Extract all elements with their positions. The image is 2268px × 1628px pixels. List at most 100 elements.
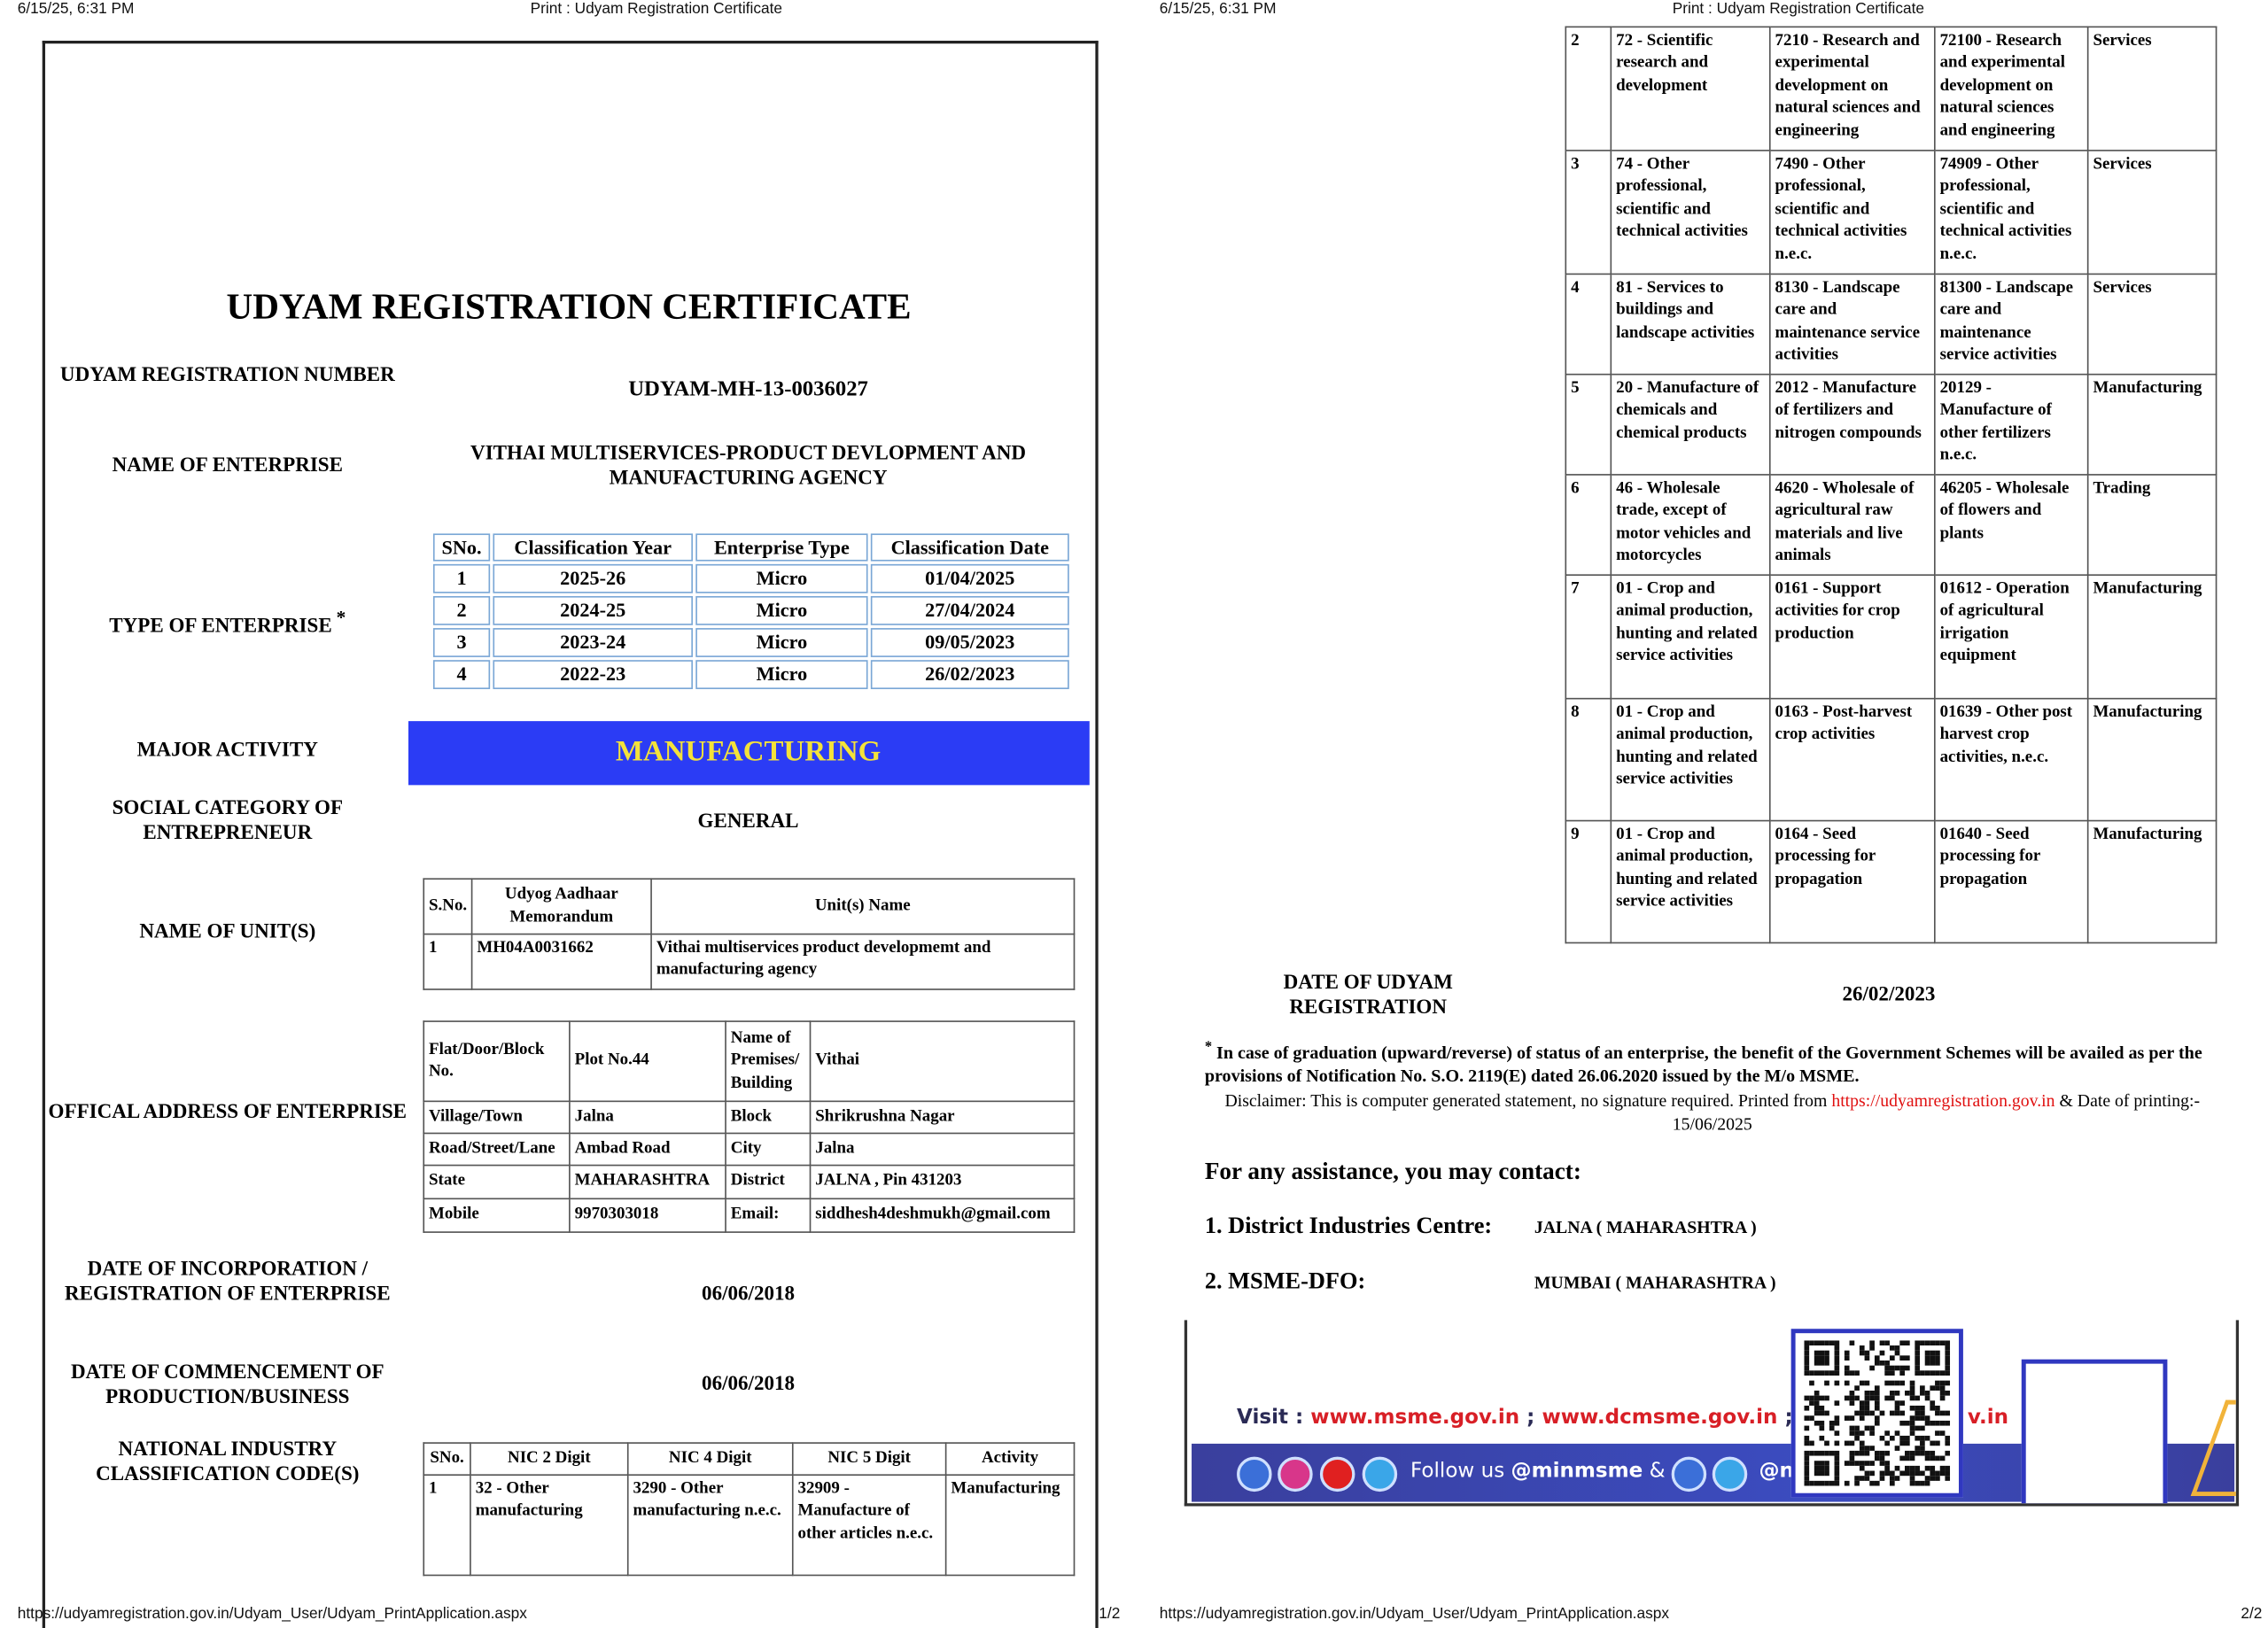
nic-table-continued-cell: 01 - Crop and animal production, hunting… bbox=[1610, 574, 1771, 700]
address-table-cell: Village/Town bbox=[423, 1100, 571, 1135]
nic-table-continued-cell: 74909 - Other professional, scientific a… bbox=[1933, 150, 2089, 275]
address-table-cell: Jalna bbox=[809, 1132, 1076, 1167]
nic-table-continued-cell: 20 - Manufacture of chemicals and chemic… bbox=[1610, 373, 1771, 476]
address-table-cell: MAHARASHTRA bbox=[569, 1164, 726, 1200]
classification-table-cell: Classification Date bbox=[870, 533, 1069, 562]
address-table-cell: Block bbox=[725, 1100, 812, 1135]
registration-number-value: UDYAM-MH-13-0036027 bbox=[628, 377, 868, 402]
nic-table-continued-row: 5 20 - Manufacture of chemicals and chemi… bbox=[1565, 373, 2218, 476]
nic-table-continued-cell: 4 bbox=[1565, 273, 1612, 376]
classification-table-row: 2 2024-25 Micro 27/04/2024 bbox=[432, 595, 1069, 625]
classification-table-row: 4 2022-23 Micro 26/02/2023 bbox=[432, 660, 1069, 690]
nic-table-continued-cell: 72100 - Research and experimental develo… bbox=[1933, 26, 2089, 151]
nic-table-cell: 32909 - Manufacture of other articles n.… bbox=[791, 1474, 947, 1577]
nic-table-continued-cell: 5 bbox=[1565, 373, 1612, 476]
nic-table-continued-cell: 4620 - Wholesale of agricultural raw mat… bbox=[1768, 474, 1936, 576]
nic-table-continued-cell: Manufacturing bbox=[2086, 819, 2218, 944]
visit-end: v.in bbox=[1967, 1406, 2009, 1430]
disclaimer: Disclaimer: This is computer generated s… bbox=[1202, 1090, 2223, 1136]
classification-table-cell: 1 bbox=[432, 563, 491, 593]
nic-table: SNo. NIC 2 Digit NIC 4 Digit NIC 5 Digit Act… bbox=[423, 1442, 1076, 1577]
disclaimer-text: Disclaimer: This is computer generated s… bbox=[1224, 1090, 1828, 1112]
social-icon bbox=[1712, 1456, 1748, 1492]
classification-table-cell: 26/02/2023 bbox=[870, 660, 1069, 690]
units-table-cell: MH04A0031662 bbox=[470, 933, 652, 990]
classification-table-cell: Micro bbox=[695, 628, 868, 657]
classification-table-cell: Micro bbox=[695, 563, 868, 593]
nic-label: NATIONAL INDUSTRY CLASSIFICATION CODE(S) bbox=[96, 1438, 360, 1485]
nic-table-continued-cell: 81300 - Landscape care and maintenance s… bbox=[1933, 273, 2089, 376]
address-table-cell: Plot No.44 bbox=[569, 1020, 726, 1103]
enterprise-name-value: VITHAI MULTISERVICES-PRODUCT DEVLOPMENT … bbox=[470, 443, 1027, 490]
nic-table-continued-cell: 7490 - Other professional, scientific an… bbox=[1768, 150, 1936, 275]
nic-table-continued-cell: 7 bbox=[1565, 574, 1612, 700]
nic-table-cell: 32 - Other manufacturing bbox=[470, 1474, 629, 1577]
nic-table-cell: Activity bbox=[944, 1442, 1076, 1477]
follow-line: Follow us @minmsme & bbox=[1410, 1460, 1666, 1483]
nic-table-row: SNo. NIC 2 Digit NIC 4 Digit NIC 5 Digit Act… bbox=[423, 1442, 1076, 1477]
follow-text: Follow us bbox=[1410, 1459, 1505, 1484]
major-activity-band bbox=[408, 721, 1090, 786]
nic-table-continued-cell: 81 - Services to buildings and landscape… bbox=[1610, 273, 1771, 376]
address-label: OFFICAL ADDRESS OF ENTERPRISE bbox=[48, 1102, 408, 1124]
units-table-row: S.No. Udyog Aadhaar Memorandum Unit(s) Nam… bbox=[423, 878, 1076, 935]
units-table-cell: S.No. bbox=[423, 878, 473, 935]
commencement-date-value: 06/06/2018 bbox=[702, 1374, 796, 1396]
classification-table-cell: 2025-26 bbox=[493, 563, 693, 593]
address-table: Flat/Door/Block No. Plot No.44 Name of Pre… bbox=[423, 1020, 1076, 1233]
certificate-title: UDYAM REGISTRATION CERTIFICATE bbox=[226, 287, 912, 328]
social-icon bbox=[1278, 1456, 1313, 1492]
units-table-cell: 1 bbox=[423, 933, 473, 990]
nic-table-continued-cell: 0161 - Support activities for crop produ… bbox=[1768, 574, 1936, 700]
nic-table-continued-cell: 2012 - Manufacture of fertilizers and ni… bbox=[1768, 373, 1936, 476]
classification-table-cell: SNo. bbox=[432, 533, 491, 562]
nic-table-continued-cell: 74 - Other professional, scientific and … bbox=[1610, 150, 1771, 275]
nic-table-continued-cell: 6 bbox=[1565, 474, 1612, 576]
nic-table-continued-row: 8 01 - Crop and animal production, huntin… bbox=[1565, 697, 2218, 822]
nic-table-continued-row: 4 81 - Services to buildings and landscap… bbox=[1565, 273, 2218, 376]
udyam-date-label: DATE OF UDYAM REGISTRATION bbox=[1283, 973, 1453, 1019]
nic-table-continued-cell: 01 - Crop and animal production, hunting… bbox=[1610, 819, 1771, 944]
nic-table-cell: NIC 5 Digit bbox=[791, 1442, 947, 1477]
disclaimer-link: https://udyamregistration.gov.in bbox=[1831, 1090, 2055, 1112]
nic-table-continued-row: 3 74 - Other professional, scientific and… bbox=[1565, 150, 2218, 275]
nic-table-continued-cell: Manufacturing bbox=[2086, 574, 2218, 700]
disclaimer-after: & Date of printing:- bbox=[2059, 1090, 2201, 1112]
asterisk: * bbox=[1204, 1039, 1213, 1056]
classification-table-cell: 27/04/2024 bbox=[870, 595, 1069, 625]
classification-table-cell: 2022-23 bbox=[493, 660, 693, 690]
classification-table-row: 3 2023-24 Micro 09/05/2023 bbox=[432, 628, 1069, 657]
nic-table-continued-cell: Services bbox=[2086, 26, 2218, 151]
nic-table-continued-cell: 8 bbox=[1565, 697, 1612, 822]
nic-table-continued-row: 2 72 - Scientific research and developmen… bbox=[1565, 26, 2218, 151]
nic-table-continued-cell: 0163 - Post-harvest crop activities bbox=[1768, 697, 1936, 822]
handle: @minmsme bbox=[1511, 1459, 1643, 1484]
address-table-cell: District bbox=[725, 1164, 812, 1200]
incorporation-date-value: 06/06/2018 bbox=[702, 1283, 796, 1306]
registration-number-label: UDYAM REGISTRATION NUMBER bbox=[59, 364, 395, 387]
social-category-value: GENERAL bbox=[697, 810, 799, 833]
classification-table-cell: 4 bbox=[432, 660, 491, 690]
contact-label: 1. District Industries Centre: bbox=[1204, 1213, 1493, 1239]
page-one-border bbox=[42, 40, 1099, 1628]
address-table-cell: 9970303018 bbox=[569, 1198, 726, 1233]
classification-table-cell: Micro bbox=[695, 660, 868, 690]
nic-table-continued-row: 6 46 - Wholesale trade, except of motor v… bbox=[1565, 474, 2218, 576]
print-title: Print : Udyam Registration Certificate bbox=[530, 0, 783, 18]
contact-value: MUMBAI ( MAHARASHTRA ) bbox=[1534, 1272, 1776, 1293]
major-activity-value: MANUFACTURING bbox=[615, 735, 882, 768]
address-table-cell: Email: bbox=[725, 1198, 812, 1233]
address-table-cell: Mobile bbox=[423, 1198, 571, 1233]
classification-table-cell: 01/04/2025 bbox=[870, 563, 1069, 593]
units-table-cell: Unit(s) Name bbox=[650, 878, 1076, 935]
units-table-cell: Vithai multiservices product developmemt… bbox=[650, 933, 1076, 990]
address-table-cell: Road/Street/Lane bbox=[423, 1132, 571, 1167]
nic-table-continued-cell: 3 bbox=[1565, 150, 1612, 275]
classification-table-cell: 2 bbox=[432, 595, 491, 625]
nic-table-continued-cell: 72 - Scientific research and development bbox=[1610, 26, 1771, 151]
nic-table-cell: SNo. bbox=[423, 1442, 471, 1477]
address-table-row: Road/Street/Lane Ambad Road City Jalna bbox=[423, 1132, 1076, 1167]
classification-table: SNo. Classification Year Enterprise Type Cl… bbox=[431, 531, 1072, 692]
address-table-cell: JALNA , Pin 431203 bbox=[809, 1164, 1076, 1200]
